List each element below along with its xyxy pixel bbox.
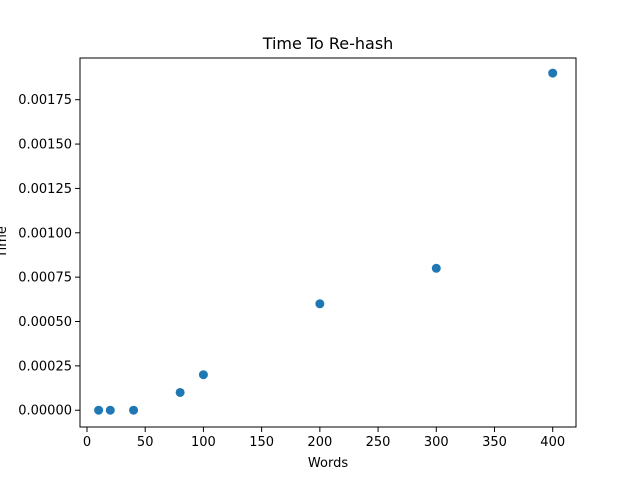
data-point [548,68,558,78]
y-tick-label: 0.00125 [18,182,72,197]
data-point [105,405,115,415]
plot-area: 0 50 100 150 200 250 300 350 400 0.00000 0.00025 0.… [18,68,565,450]
x-tick-label: 300 [424,435,449,450]
data-point [94,405,104,415]
y-tick-label: 0.00025 [18,359,72,374]
x-tick-label: 100 [191,435,216,450]
y-tick-label: 0.00100 [18,226,72,241]
y-axis-label: Time [0,226,10,259]
y-tick-label: 0.00175 [18,93,72,108]
x-tick-label: 400 [540,435,565,450]
y-tick-label: 0.00050 [18,315,72,330]
data-point [198,370,208,380]
y-tick-label: 0.00000 [18,404,72,419]
x-tick-label: 200 [307,435,332,450]
plot-frame [79,57,577,428]
x-tick-label: 50 [137,435,154,450]
data-point [129,405,139,415]
x-tick-label: 250 [366,435,391,450]
data-point [315,299,325,309]
y-tick-label: 0.00150 [18,138,72,153]
x-tick-label: 150 [249,435,274,450]
x-axis-label: Words [308,456,348,471]
x-tick-label: 0 [83,435,91,450]
x-tick-label: 350 [482,435,507,450]
data-point [175,387,185,397]
y-tick-label: 0.00075 [18,271,72,286]
chart-title: Time To Re-hash [262,34,394,53]
data-point [431,263,441,273]
